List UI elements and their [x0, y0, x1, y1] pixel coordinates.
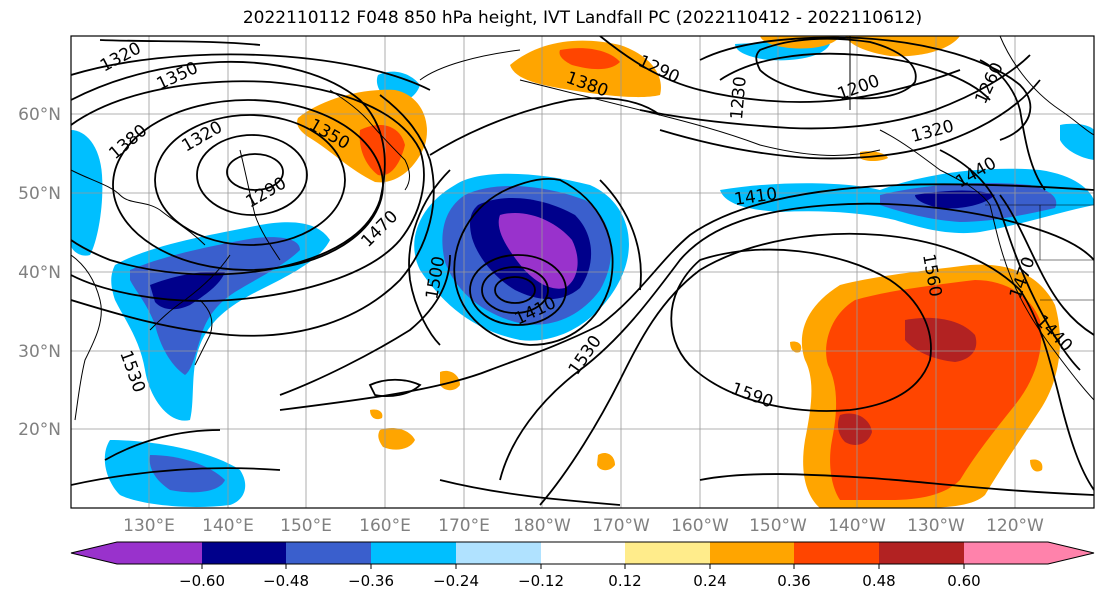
lon-label-130e: 130°E: [123, 516, 175, 536]
colorbar-tick-label: 0.12: [608, 572, 641, 590]
colorbar-segment: [371, 542, 456, 564]
map-panel: 1320 1350 1320 1380 1290 1350 1470 1500 …: [70, 35, 1095, 509]
colorbar-segment: [1048, 542, 1094, 564]
coastline-aleutians: [419, 49, 881, 156]
colorbar-tick-label: −0.12: [518, 572, 564, 590]
ivt-shade-north-east: [845, 36, 960, 57]
state-borders: [985, 204, 1094, 301]
colorbar-segment: [879, 542, 964, 564]
ivt-shade-northwest-inner: [359, 125, 405, 176]
ivt-shade-blob-1: [378, 428, 415, 450]
lat-label-60n: 60°N: [18, 105, 61, 125]
colorbar-segment: [710, 542, 794, 564]
lon-label-160e: 160°E: [359, 516, 411, 536]
colorbar-tick-label: −0.24: [433, 572, 479, 590]
latitude-labels: 60°N 50°N 40°N 30°N 20°N: [18, 105, 61, 440]
ivt-shade-blob-6: [1030, 459, 1043, 472]
ivt-shade-southwest-inner: [149, 455, 225, 493]
colorbar-tick-label: 0.48: [862, 572, 895, 590]
longitude-labels: 130°E 140°E 150°E 160°E 170°E 180°W 170°…: [123, 516, 1044, 536]
ivt-shade-east-mid: [826, 280, 1042, 500]
colorbar-tick-label: −0.60: [179, 572, 225, 590]
ivt-shade-blob-2: [440, 370, 460, 391]
coastline-north-america: [879, 129, 1094, 401]
lon-label-140w: 140°W: [828, 516, 886, 536]
lat-label-50n: 50°N: [18, 184, 61, 204]
colorbar: −0.60 −0.48 −0.36 −0.24 −0.12 0.12 0.24 …: [70, 541, 1095, 590]
ivt-shade-blob-5: [370, 409, 383, 420]
lon-label-150w: 150°W: [749, 516, 807, 536]
colorbar-segment: [964, 542, 1048, 564]
map-title: 2022110112 F048 850 hPa height, IVT Land…: [242, 8, 923, 28]
map-frame: [70, 35, 1095, 509]
colorbar-outline: [70, 541, 1095, 565]
lat-label-20n: 20°N: [18, 420, 61, 440]
lon-label-170e: 170°E: [438, 516, 490, 536]
coastline-kamchatka: [329, 89, 410, 191]
colorbar-segment: [541, 542, 625, 564]
lon-label-130w: 130°W: [907, 516, 965, 536]
coastline-china: [71, 254, 102, 421]
colorbar-segment: [794, 542, 879, 564]
ivt-shade-blob-3: [597, 453, 615, 471]
colorbar-segment: [286, 542, 371, 564]
colorbar-segment: [117, 542, 202, 564]
colorbar-tick-label: −0.36: [348, 572, 394, 590]
ivt-shade-northeast-inner: [915, 190, 995, 209]
map-gridlines: [71, 36, 1094, 508]
lon-label-180w: 180°W: [513, 516, 571, 536]
lat-label-40n: 40°N: [18, 263, 61, 283]
colorbar-segment: [71, 542, 117, 564]
colorbar-tick-label: 0.36: [777, 572, 810, 590]
ivt-shade-north-inner: [559, 48, 620, 70]
lon-label-160w: 160°W: [671, 516, 729, 536]
lat-label-30n: 30°N: [18, 342, 61, 362]
lon-label-120w: 120°W: [986, 516, 1044, 536]
colorbar-segment: [456, 542, 541, 564]
ivt-shade-north-outer: [510, 40, 661, 98]
contour-label: 1230: [727, 76, 751, 121]
colorbar-tick-label: 0.24: [693, 572, 726, 590]
colorbar-tick-label: 0.60: [947, 572, 980, 590]
colorbar-segment: [202, 542, 286, 564]
coastline-japan-south: [194, 299, 213, 366]
ivt-shade-blob-7: [790, 341, 802, 353]
lon-label-170w: 170°W: [592, 516, 650, 536]
lon-label-140e: 140°E: [202, 516, 254, 536]
lon-label-150e: 150°E: [280, 516, 332, 536]
colorbar-segment: [625, 542, 710, 564]
colorbar-tick-label: −0.48: [263, 572, 309, 590]
height-contours: [71, 36, 1094, 506]
ivt-positive-shading: [297, 36, 1060, 508]
ivt-shade-northeast-edge: [1060, 123, 1094, 160]
